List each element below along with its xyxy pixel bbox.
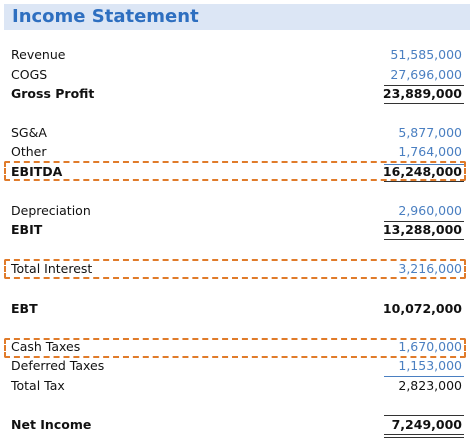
row-label: Net Income — [11, 417, 92, 432]
row-label: SG&A — [11, 125, 47, 140]
rule — [384, 85, 464, 86]
row-label: EBIT — [11, 222, 43, 237]
title-bar: Income Statement — [4, 4, 470, 30]
rule — [384, 415, 464, 416]
row-value: 27,696,000 — [390, 67, 462, 82]
row-label: Gross Profit — [11, 86, 95, 101]
row-value: 1,670,000 — [398, 339, 462, 354]
row-value: 51,585,000 — [390, 47, 462, 62]
row-value: 16,248,000 — [382, 164, 462, 179]
row-label: EBITDA — [11, 164, 63, 179]
row-label: COGS — [11, 67, 48, 82]
row-label: Deferred Taxes — [11, 358, 105, 373]
row-value: 2,823,000 — [398, 378, 462, 393]
rule — [384, 434, 464, 435]
row-value: 2,960,000 — [398, 203, 462, 218]
highlight-box — [4, 259, 466, 279]
rule — [384, 239, 464, 240]
title: Income Statement — [12, 6, 199, 27]
row-value: 7,249,000 — [391, 417, 462, 432]
row-label: Other — [11, 144, 47, 159]
row-label: Total Tax — [11, 378, 65, 393]
rule — [384, 221, 464, 222]
rule — [384, 376, 464, 377]
rule — [384, 437, 464, 438]
highlight-box — [4, 338, 466, 358]
row-value: 1,764,000 — [398, 144, 462, 159]
row-value: 5,877,000 — [398, 125, 462, 140]
row-label: Cash Taxes — [11, 339, 81, 354]
rule — [384, 181, 464, 182]
row-label: Revenue — [11, 47, 66, 62]
rule — [384, 103, 464, 104]
rule — [384, 164, 464, 165]
row-label: Total Interest — [11, 261, 93, 276]
row-value: 10,072,000 — [382, 301, 462, 316]
row-label: Depreciation — [11, 203, 91, 218]
row-value: 3,216,000 — [398, 261, 462, 276]
row-label: EBT — [11, 301, 38, 316]
highlight-box — [4, 161, 466, 181]
row-value: 23,889,000 — [382, 86, 462, 101]
row-value: 1,153,000 — [398, 358, 462, 373]
row-value: 13,288,000 — [382, 222, 462, 237]
